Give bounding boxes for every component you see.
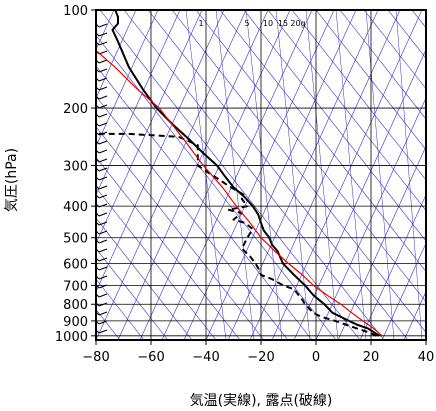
y-tick-label: 1000 xyxy=(55,330,88,345)
x-tick-label: −60 xyxy=(137,350,164,365)
isotherm-line xyxy=(96,10,181,196)
wind-barb xyxy=(98,248,108,253)
wind-barb xyxy=(98,113,108,118)
temperature-line xyxy=(111,10,380,337)
wind-barb xyxy=(98,230,108,235)
series-layer xyxy=(96,10,383,337)
wind-barb xyxy=(98,302,108,307)
wind-barb xyxy=(98,158,108,163)
adiabat-line xyxy=(96,65,313,340)
wind-barb xyxy=(98,122,108,127)
x-tick-label: −80 xyxy=(82,350,109,365)
dewpoint-line xyxy=(96,132,377,337)
wind-barb xyxy=(98,257,108,262)
isotherm-line xyxy=(96,10,203,244)
x-tick-label: −40 xyxy=(192,350,219,365)
wind-barb xyxy=(98,329,108,334)
adiabat-line xyxy=(219,10,426,272)
x-tick-label: 0 xyxy=(312,350,320,365)
y-tick-label: 100 xyxy=(63,4,88,19)
y-axis-title: 気圧(hPa) xyxy=(4,148,20,212)
adiabat-line xyxy=(96,187,217,340)
wind-barb xyxy=(98,203,108,208)
isotherm-line xyxy=(293,48,426,340)
mixing-ratio-label: 1 xyxy=(198,19,203,28)
isotherm-line xyxy=(249,10,401,340)
isotherm-line xyxy=(425,339,426,340)
mixing-ratio-line xyxy=(335,10,367,340)
wind-barb xyxy=(98,221,108,226)
wind-barb xyxy=(98,239,108,244)
isotherm-line xyxy=(227,10,379,340)
wind-barb xyxy=(98,86,108,91)
x-tick-label: 20 xyxy=(363,350,380,365)
isotherm-line xyxy=(271,10,423,340)
wind-barb xyxy=(98,185,108,190)
parcel-line xyxy=(96,49,383,337)
wind-barb xyxy=(98,41,108,46)
wind-barb xyxy=(98,149,108,154)
y-tick-label: 600 xyxy=(63,258,88,273)
adiabat-line xyxy=(123,10,385,340)
isotherm-line xyxy=(96,10,159,148)
mixing-ratio-labels: 1 5 10 15 20g xyxy=(198,19,305,28)
mixing-ratio-line xyxy=(395,10,423,340)
wind-barb xyxy=(98,95,108,100)
mixing-ratio-label: 20g xyxy=(290,19,305,28)
wind-barb xyxy=(98,284,108,289)
adiabat-line xyxy=(96,156,241,340)
wind-barb xyxy=(98,311,108,316)
x-axis: −80 −60 −40 −20 0 20 40 xyxy=(82,340,434,365)
wind-barb xyxy=(98,104,108,109)
adiabat-line xyxy=(387,10,426,59)
wind-barb xyxy=(98,212,108,217)
mixing-ratio-line xyxy=(425,10,426,14)
wind-barb xyxy=(98,320,108,325)
wind-barb xyxy=(98,293,108,298)
y-tick-label: 400 xyxy=(63,200,88,215)
wind-barb xyxy=(98,176,108,181)
wind-barb xyxy=(98,194,108,199)
wind-barb xyxy=(98,275,108,280)
y-tick-label: 900 xyxy=(63,315,88,330)
wind-barb xyxy=(98,32,108,37)
wind-barb xyxy=(98,266,108,271)
wind-barb xyxy=(98,167,108,172)
wind-barb xyxy=(98,59,108,64)
adiabat-line xyxy=(291,10,426,181)
mixing-ratio-line xyxy=(245,10,283,340)
y-tick-label: 300 xyxy=(63,159,88,174)
mixing-ratio-label: 10 xyxy=(263,19,273,28)
y-tick-label: 200 xyxy=(63,102,88,117)
isotherm-line xyxy=(139,10,291,340)
adiabat-line xyxy=(339,10,426,120)
y-tick-label: 700 xyxy=(63,279,88,294)
adiabat-line xyxy=(411,10,426,29)
wind-barb xyxy=(98,68,108,73)
wind-barb xyxy=(98,23,108,28)
adiabat-line xyxy=(243,10,426,242)
mixing-ratio-label: 5 xyxy=(244,19,249,28)
adiabat-line xyxy=(363,10,426,90)
isotherm-line xyxy=(96,10,137,99)
x-tick-label: 40 xyxy=(418,350,435,365)
x-tick-label: −20 xyxy=(247,350,274,365)
wind-barb xyxy=(98,77,108,82)
adiabat-line xyxy=(315,10,426,151)
y-tick-label: 800 xyxy=(63,298,88,313)
isotherm-line xyxy=(161,10,313,340)
wind-barb xyxy=(98,140,108,145)
mixing-ratio-line xyxy=(365,10,395,340)
grid-lines xyxy=(96,10,426,340)
y-tick-label: 500 xyxy=(63,232,88,247)
mixing-ratio-label: 15 xyxy=(278,19,288,28)
wind-barbs xyxy=(96,23,108,334)
isotherm-line xyxy=(117,10,269,340)
x-axis-title: 気温(実線), 露点(破線) xyxy=(190,393,333,409)
